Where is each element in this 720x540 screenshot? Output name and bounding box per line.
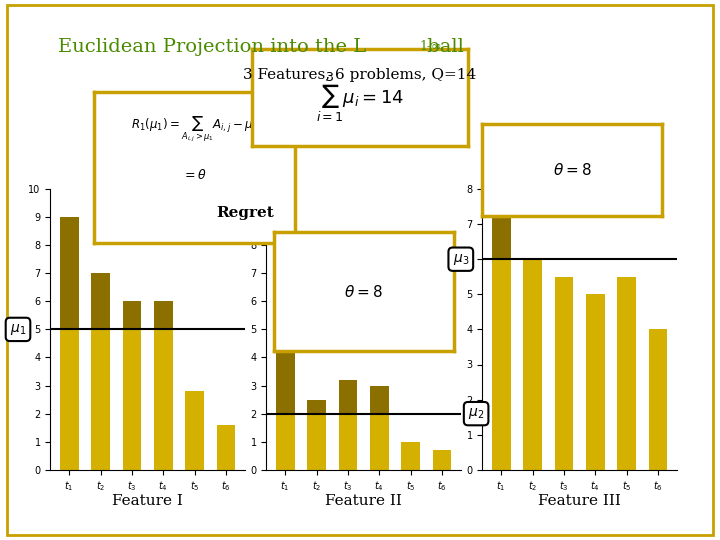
Text: 3 Features, 6 problems, Q=14: 3 Features, 6 problems, Q=14 [243,68,477,82]
Text: $= \theta$: $= \theta$ [182,168,207,182]
Text: $\mu_2$: $\mu_2$ [468,406,485,421]
Bar [91,273,110,329]
Bar [370,386,389,470]
Text: $R_1(\mu_1) = \sum_{A_{i,j} > \mu_1} A_{i,j} - \mu_1$: $R_1(\mu_1) = \sum_{A_{i,j} > \mu_1} A_{… [131,115,258,144]
Bar [492,206,510,470]
Bar [276,245,294,470]
Bar [60,217,78,329]
Text: $\theta = 8$: $\theta = 8$ [344,284,383,300]
Bar [523,259,542,470]
Text: Feature III: Feature III [538,494,621,508]
Text: 1-∞: 1-∞ [420,40,442,53]
Bar [307,400,326,470]
Bar [492,206,510,259]
Text: Regret: Regret [216,206,274,220]
Bar [338,380,357,470]
Text: Feature I: Feature I [112,494,183,508]
Bar [154,301,173,329]
Bar [122,301,141,470]
Bar [154,301,173,470]
Bar [91,273,110,470]
Bar [401,442,420,470]
Bar [185,391,204,470]
Bar [433,450,451,470]
Bar [370,386,389,414]
Bar [649,329,667,470]
Text: ball: ball [421,38,464,56]
Bar [60,217,78,470]
Bar [586,294,605,470]
Text: Euclidean Projection into the L: Euclidean Projection into the L [58,38,366,56]
Bar [122,301,141,329]
Text: $\theta = 8$: $\theta = 8$ [553,162,592,178]
Text: Feature II: Feature II [325,494,402,508]
Bar [217,425,235,470]
Bar [307,400,326,414]
Text: $\mu_1$: $\mu_1$ [10,322,26,337]
Text: $\mu_3$: $\mu_3$ [453,252,469,267]
Bar [276,245,294,414]
Bar [338,380,357,414]
Bar [617,276,636,470]
Text: $\sum_{i=1}^{3} \mu_i = 14$: $\sum_{i=1}^{3} \mu_i = 14$ [316,70,404,124]
Bar [554,276,573,470]
